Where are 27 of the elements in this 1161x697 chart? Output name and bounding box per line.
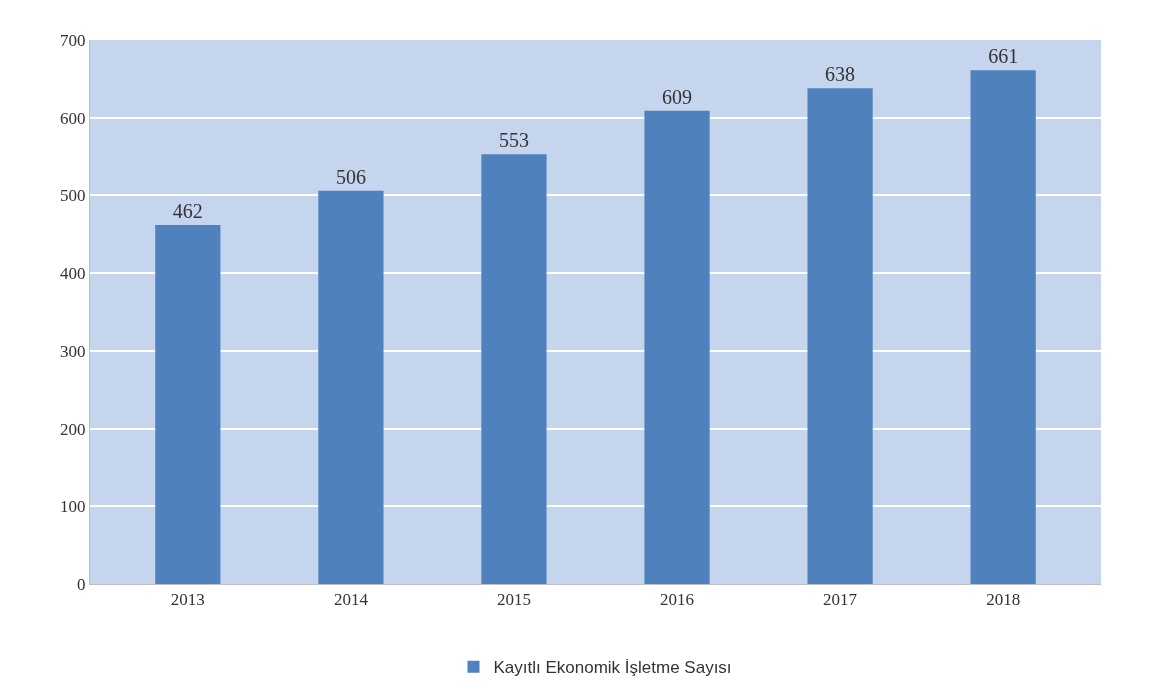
legend-label: Kayıtlı Ekonomik İşletme Sayısı: [493, 658, 732, 678]
data-label: 462: [172, 199, 203, 222]
x-tick-label: 2018: [986, 590, 1021, 610]
y-tick-label: 500: [60, 186, 86, 206]
y-tick-label: 400: [60, 264, 86, 284]
bar: [644, 110, 710, 584]
x-tick-label: 2014: [333, 590, 369, 610]
y-tick-label: 200: [60, 419, 86, 439]
x-tick-label: 2017: [823, 590, 858, 610]
bar: [970, 70, 1036, 584]
x-tick-label: 2016: [660, 590, 695, 610]
y-tick-label: 100: [60, 497, 86, 517]
data-label: 661: [988, 45, 1019, 68]
bar: [481, 154, 547, 584]
data-label: 638: [825, 63, 856, 86]
y-tick-label: 600: [60, 108, 86, 128]
data-label: 506: [335, 165, 366, 188]
bar: [155, 224, 221, 584]
y-tick-label: 0: [77, 574, 86, 594]
bar: [807, 88, 873, 584]
data-label: 553: [498, 129, 529, 152]
bar: [318, 190, 384, 584]
x-tick-label: 2015: [496, 590, 531, 610]
y-tick-label: 700: [60, 30, 86, 50]
data-label: 609: [662, 85, 693, 108]
y-tick-label: 300: [60, 341, 86, 361]
x-tick-label: 2013: [170, 590, 205, 610]
